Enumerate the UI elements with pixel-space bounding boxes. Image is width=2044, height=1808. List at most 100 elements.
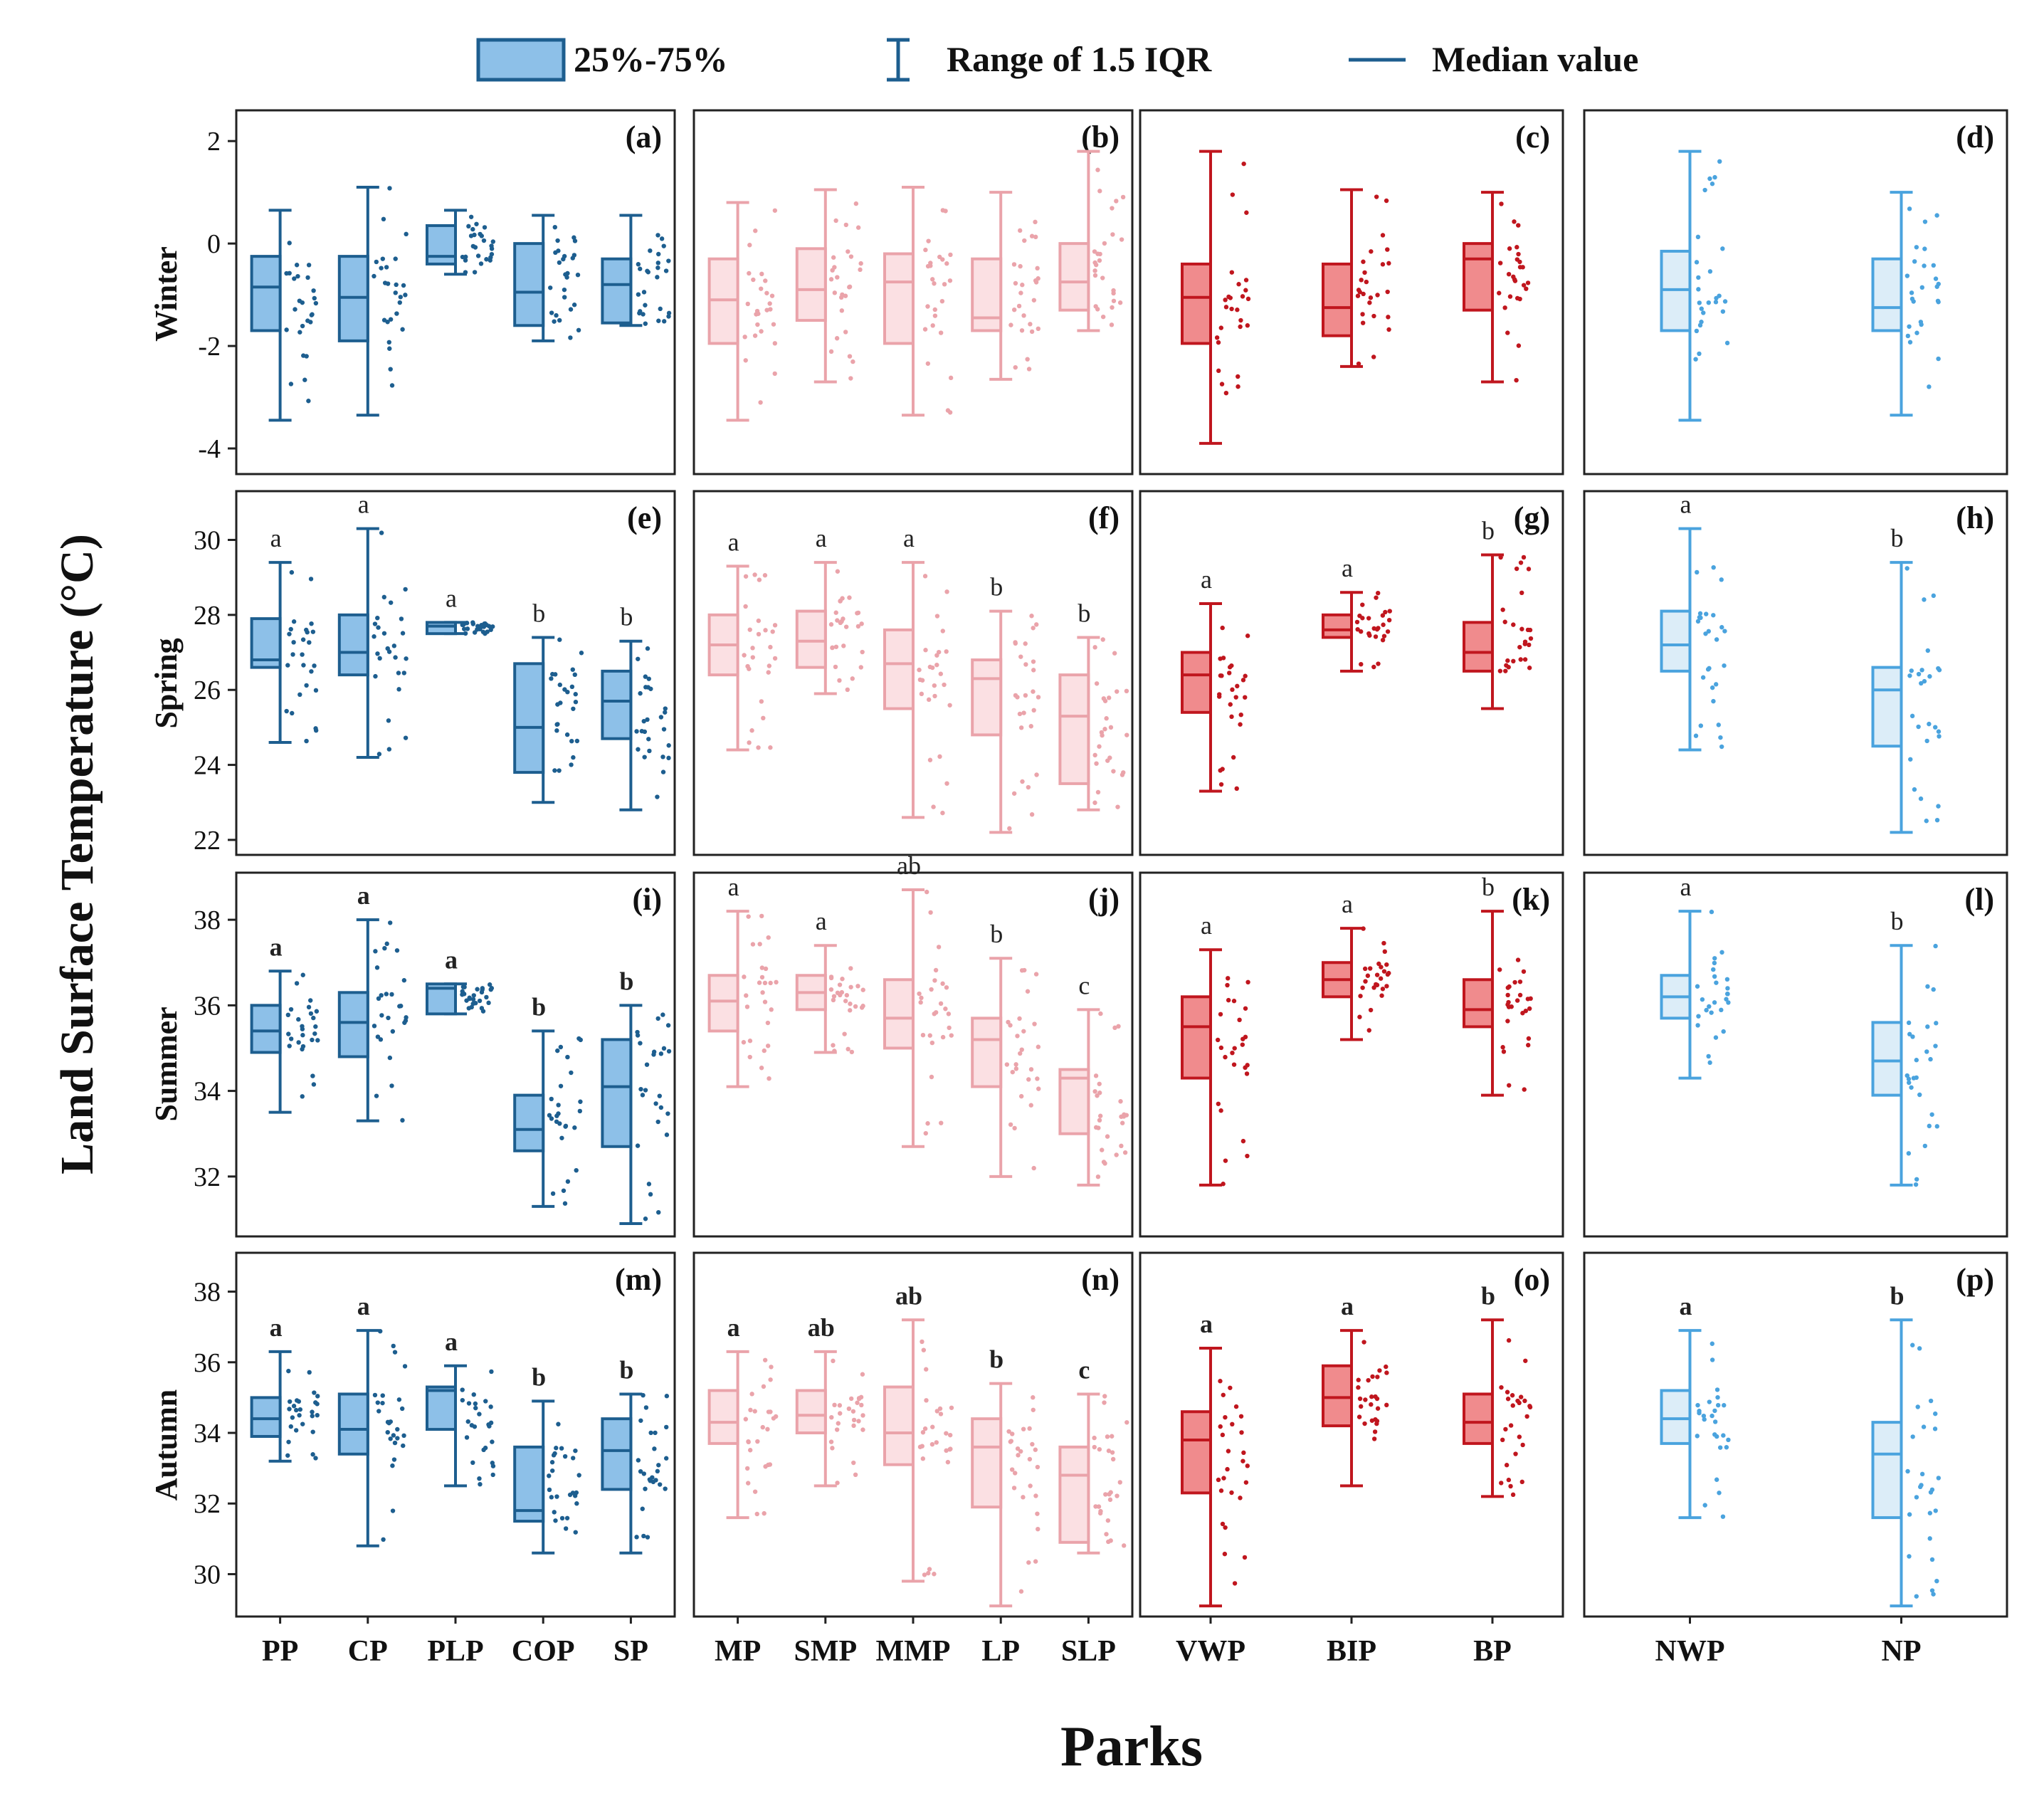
data-point: [1503, 1426, 1508, 1432]
data-point: [375, 615, 380, 621]
data-point: [385, 1419, 391, 1425]
data-point: [1094, 681, 1100, 686]
data-point: [1018, 1093, 1024, 1099]
data-point: [1724, 977, 1730, 982]
data-point: [554, 722, 559, 727]
data-point: [1713, 1035, 1719, 1040]
data-point: [1909, 296, 1915, 302]
data-point: [1221, 656, 1226, 661]
data-point: [1097, 251, 1102, 257]
data-point: [376, 752, 382, 757]
data-point: [1026, 784, 1031, 790]
data-point: [468, 214, 474, 219]
data-point: [310, 1073, 315, 1078]
data-point: [1216, 340, 1221, 345]
data-point: [768, 1377, 773, 1382]
data-point: [1365, 973, 1371, 978]
data-point: [663, 706, 668, 711]
data-point: [643, 1088, 648, 1093]
data-point: [1517, 1434, 1522, 1439]
data-point: [1694, 328, 1700, 334]
panel-frame: [1583, 490, 2008, 856]
data-point: [920, 1444, 924, 1449]
data-point: [1228, 702, 1233, 707]
data-point: [1018, 263, 1023, 269]
data-point: [765, 1020, 771, 1026]
data-point: [1693, 357, 1698, 362]
panel-l: (l)ab: [1583, 871, 2008, 1238]
data-point: [1380, 987, 1386, 992]
data-point: [855, 624, 861, 629]
data-point: [463, 270, 468, 275]
data-point: [1006, 1429, 1011, 1434]
data-point: [563, 1123, 569, 1129]
significance-letter: a: [270, 524, 282, 552]
data-point: [1237, 1017, 1242, 1023]
data-point: [1031, 689, 1036, 694]
significance-letter: b: [532, 1362, 546, 1391]
data-point: [1011, 307, 1017, 312]
data-point: [1524, 286, 1529, 291]
data-point: [292, 276, 297, 281]
data-point: [1497, 668, 1503, 673]
significance-letter: ab: [895, 1281, 922, 1310]
data-point: [470, 226, 475, 232]
data-point: [1109, 322, 1115, 327]
box-SP: [601, 214, 672, 327]
panel-k: (k)aab: [1139, 871, 1564, 1238]
box-PLP: [426, 209, 496, 276]
data-point: [1380, 233, 1386, 238]
data-point: [1722, 1403, 1727, 1408]
data-point: [641, 290, 647, 295]
panel-f: (f)a a abb: [692, 490, 1134, 856]
data-point: [1238, 722, 1243, 727]
data-point: [1023, 662, 1028, 667]
data-point: [944, 1448, 949, 1454]
season-label-winter: Winter: [149, 246, 184, 342]
data-point: [309, 669, 314, 674]
data-point: [1909, 290, 1914, 295]
data-point: [1386, 261, 1391, 266]
data-point: [1524, 1414, 1529, 1419]
data-point: [751, 277, 756, 283]
data-point: [1092, 273, 1098, 278]
data-point: [1236, 384, 1240, 389]
box-CP: [337, 185, 409, 417]
data-point: [762, 1510, 766, 1516]
data-point: [1905, 566, 1909, 571]
data-point: [1914, 1075, 1919, 1081]
data-point: [1373, 1417, 1378, 1422]
data-point: [313, 1024, 318, 1029]
data-point: [1362, 270, 1367, 275]
significance-letter: b: [990, 573, 1003, 601]
data-point: [488, 255, 493, 260]
iqr-box: [513, 1093, 545, 1152]
data-point: [565, 1054, 570, 1060]
data-point: [558, 1044, 564, 1050]
box-SP: b: [601, 967, 672, 1225]
data-point: [1711, 698, 1716, 704]
data-point: [1527, 642, 1532, 648]
data-point: [1928, 1398, 1934, 1404]
data-point: [1226, 294, 1231, 300]
data-point: [1018, 290, 1023, 295]
data-point: [574, 1167, 579, 1173]
data-point: [1518, 657, 1523, 662]
data-point: [1907, 1554, 1912, 1559]
data-point: [1244, 210, 1249, 215]
y-tick-label: 38: [194, 905, 221, 935]
data-point: [378, 1037, 384, 1042]
data-point: [1712, 960, 1717, 966]
data-point: [1119, 1143, 1124, 1149]
data-point: [1719, 1007, 1724, 1013]
data-point: [286, 1031, 291, 1036]
data-point: [1499, 1384, 1504, 1390]
data-point: [1100, 275, 1105, 280]
data-point: [552, 768, 557, 773]
category-label: SMP: [794, 1635, 857, 1668]
data-point: [312, 1031, 317, 1036]
data-point: [1922, 1143, 1928, 1149]
data-point: [1934, 1124, 1939, 1129]
data-point: [374, 259, 379, 265]
